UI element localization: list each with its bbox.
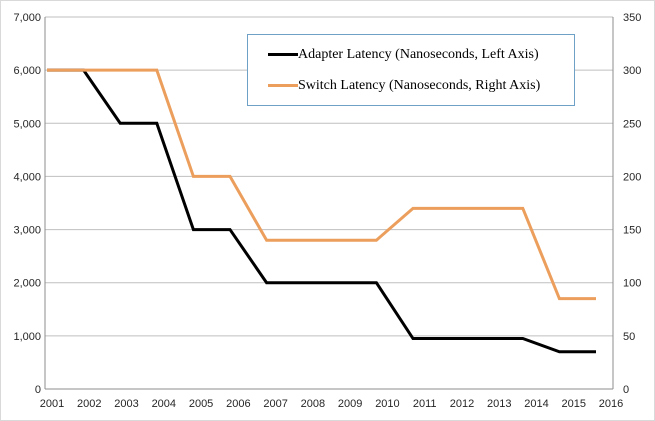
x-axis-tick-label: 2001 xyxy=(40,398,64,410)
x-axis-tick-label: 2010 xyxy=(375,398,399,410)
legend-label-switch: Switch Latency (Nanoseconds, Right Axis) xyxy=(298,78,541,93)
x-axis-tick-label: 2012 xyxy=(450,398,474,410)
right-axis-tick-label: 50 xyxy=(623,331,635,343)
left-axis-tick-label: 5,000 xyxy=(13,118,41,130)
x-axis-tick-label: 2015 xyxy=(562,398,586,410)
switch-series-line xyxy=(47,68,596,301)
switch-line-swatch xyxy=(268,84,298,88)
x-axis-tick-label: 2014 xyxy=(524,398,548,410)
chart-legend: Adapter Latency (Nanoseconds, Left Axis)… xyxy=(247,34,575,106)
x-axis-tick-label: 2003 xyxy=(114,398,138,410)
x-axis-tick-label: 2004 xyxy=(152,398,176,410)
left-axis-tick-label: 4,000 xyxy=(13,171,41,183)
x-axis-tick-label: 2005 xyxy=(189,398,213,410)
x-axis-tick-label: 2002 xyxy=(77,398,101,410)
right-axis-tick-label: 200 xyxy=(623,171,641,183)
legend-label-adapter: Adapter Latency (Nanoseconds, Left Axis) xyxy=(298,46,539,62)
x-axis-tick-label: 2007 xyxy=(263,398,287,410)
legend-item-adapter: Adapter Latency (Nanoseconds, Left Axis) xyxy=(268,47,574,62)
left-axis-tick-label: 3,000 xyxy=(13,225,41,237)
legend-item-switch: Switch Latency (Nanoseconds, Right Axis) xyxy=(268,78,574,93)
left-axis-tick-label: 6,000 xyxy=(13,65,41,77)
x-axis-tick-label: 2009 xyxy=(338,398,362,410)
left-axis-tick-label: 7,000 xyxy=(13,12,41,24)
right-axis-tick-label: 350 xyxy=(623,12,641,24)
right-axis-tick-label: 300 xyxy=(623,65,641,77)
left-axis-tick-label: 2,000 xyxy=(13,278,41,290)
x-axis-tick-label: 2016 xyxy=(599,398,623,410)
right-axis-tick-label: 250 xyxy=(623,118,641,130)
x-axis-tick-label: 2011 xyxy=(413,398,437,410)
left-axis-tick-label: 0 xyxy=(35,384,41,396)
adapter-series-line xyxy=(47,68,596,354)
right-axis-tick-label: 100 xyxy=(623,278,641,290)
adapter-line-swatch xyxy=(268,52,298,56)
x-axis-tick-label: 2006 xyxy=(226,398,250,410)
left-axis-tick-label: 1,000 xyxy=(13,331,41,343)
right-axis-tick-label: 150 xyxy=(623,225,641,237)
x-axis-tick-label: 2008 xyxy=(301,398,325,410)
x-axis-tick-label: 2013 xyxy=(487,398,511,410)
right-axis-tick-label: 0 xyxy=(623,384,629,396)
